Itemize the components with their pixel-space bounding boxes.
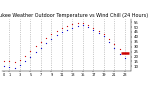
Point: [50, 33, 53, 35]
Point: [50, 38, 53, 39]
Point: [103, 35, 105, 37]
Point: [55, 34, 58, 36]
Point: [61, 31, 63, 33]
Point: [87, 26, 89, 28]
Point: [8, 61, 11, 62]
Point: [34, 51, 37, 52]
Point: [76, 25, 79, 27]
Point: [29, 56, 32, 57]
Point: [82, 22, 84, 24]
Point: [71, 27, 74, 29]
Point: [3, 66, 5, 67]
Point: [113, 43, 116, 44]
Point: [66, 29, 68, 31]
Point: [92, 27, 95, 29]
Point: [118, 53, 121, 54]
Point: [29, 50, 32, 51]
Point: [34, 45, 37, 46]
Point: [45, 37, 48, 39]
Title: Milwaukee Weather Outdoor Temperature vs Wind Chill (24 Hours): Milwaukee Weather Outdoor Temperature vs…: [0, 13, 148, 18]
Point: [13, 68, 16, 69]
Point: [124, 52, 126, 53]
Point: [108, 41, 110, 42]
Point: [40, 41, 42, 42]
Point: [3, 60, 5, 61]
Point: [24, 55, 27, 56]
Point: [61, 27, 63, 29]
Point: [71, 23, 74, 25]
Point: [40, 47, 42, 48]
Point: [87, 24, 89, 26]
Point: [55, 30, 58, 32]
Point: [24, 61, 27, 62]
Point: [92, 29, 95, 31]
Point: [45, 42, 48, 44]
Point: [82, 24, 84, 26]
Point: [124, 57, 126, 58]
Point: [19, 59, 21, 60]
Point: [97, 30, 100, 32]
Point: [108, 38, 110, 39]
Point: [13, 62, 16, 63]
Point: [19, 65, 21, 66]
Point: [66, 25, 68, 27]
Point: [8, 67, 11, 68]
Point: [76, 22, 79, 24]
Point: [97, 32, 100, 34]
Point: [103, 33, 105, 35]
Point: [118, 48, 121, 49]
Point: [113, 47, 116, 48]
